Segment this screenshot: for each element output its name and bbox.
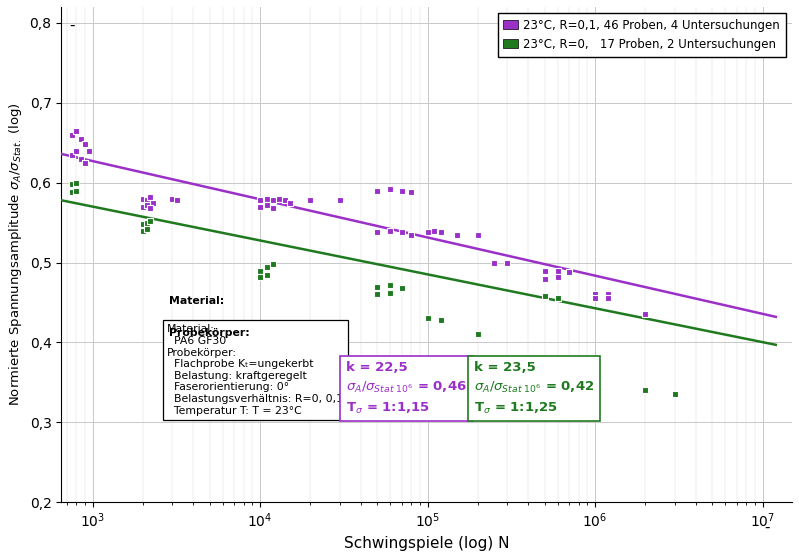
Point (74, 134, 87, 143)
Point (253, 202, 266, 211)
Point (260, 194, 273, 203)
Point (421, 314, 434, 323)
Text: k = 23,5
$\sigma_A/\sigma_{Stat\ 10^6}$ = 0,42
T$_\sigma$ = 1:1,25: k = 23,5 $\sigma_A/\sigma_{Stat\ 10^6}$ … (474, 362, 594, 416)
Point (471, 330, 484, 339)
Point (562, 268, 575, 277)
Point (669, 390, 682, 399)
Point (66, 188, 78, 197)
Point (171, 196, 184, 205)
Point (272, 194, 285, 203)
Point (334, 196, 347, 205)
Point (384, 185, 397, 194)
Point (371, 186, 384, 195)
Point (66, 150, 78, 159)
Point (551, 266, 564, 275)
Point (70, 178, 83, 187)
Point (137, 194, 149, 203)
Text: Material:
  PA6 GF30
Probekörper:
  Flachprobe Kₜ=ungekerbt
  Belastung: kraftge: Material: PA6 GF30 Probekörper: Flachpro… (167, 324, 344, 416)
Text: -: - (765, 520, 769, 535)
Point (396, 228, 408, 237)
Point (260, 262, 273, 271)
Point (66, 130, 78, 139)
Point (304, 196, 317, 205)
Point (260, 200, 273, 209)
Point (488, 258, 501, 267)
Point (140, 196, 153, 205)
Point (70, 126, 83, 135)
Point (501, 258, 514, 267)
Point (70, 146, 83, 155)
Point (639, 310, 652, 319)
Point (602, 290, 614, 299)
X-axis label: Schwingspiele (log) N: Schwingspiele (log) N (344, 536, 510, 551)
Point (602, 294, 614, 303)
Point (66, 180, 78, 189)
Point (140, 224, 153, 233)
Point (371, 282, 384, 291)
Legend: 23°C, R=0,1, 46 Proben, 4 Untersuchungen, 23°C, R=0,   17 Proben, 2 Untersuchung: 23°C, R=0,1, 46 Proben, 4 Untersuchungen… (498, 13, 786, 56)
Point (405, 188, 418, 197)
Point (137, 226, 149, 235)
Point (140, 200, 153, 209)
Point (371, 290, 384, 299)
Point (589, 290, 602, 299)
Point (82, 146, 95, 155)
Point (147, 198, 160, 207)
Point (384, 281, 397, 290)
Point (539, 266, 551, 275)
Point (639, 386, 652, 395)
Point (421, 228, 434, 237)
Text: Material:: Material: (169, 296, 225, 306)
Point (539, 292, 551, 301)
Point (471, 230, 484, 239)
Point (144, 204, 157, 213)
Point (428, 226, 441, 235)
Point (260, 270, 273, 279)
Point (253, 272, 266, 281)
Point (371, 228, 384, 237)
Text: Probekörper:: Probekörper: (169, 328, 250, 338)
Point (70, 186, 83, 195)
Text: k = 22,5
$\sigma_A/\sigma_{Stat\ 10^6}$ = 0,46
T$_\sigma$ = 1:1,15: k = 22,5 $\sigma_A/\sigma_{Stat\ 10^6}$ … (346, 362, 467, 416)
Point (551, 272, 564, 281)
Point (144, 217, 157, 225)
Point (137, 202, 149, 211)
Point (283, 198, 296, 207)
Point (435, 228, 447, 237)
Point (253, 196, 266, 205)
Point (396, 283, 408, 292)
Point (405, 230, 418, 239)
Point (144, 193, 157, 201)
Point (384, 288, 397, 297)
Point (551, 294, 564, 303)
Text: -: - (70, 18, 74, 32)
Point (396, 186, 408, 195)
Point (267, 196, 280, 205)
Point (384, 226, 397, 235)
Point (267, 204, 280, 213)
Point (451, 230, 463, 239)
Point (137, 220, 149, 229)
Point (435, 316, 447, 325)
Point (253, 266, 266, 275)
Point (78, 158, 91, 167)
Point (267, 259, 280, 268)
Point (278, 196, 291, 205)
Y-axis label: Normierte Spannungsamplitude $\sigma_A/\sigma_{Stat.}$ (log): Normierte Spannungsamplitude $\sigma_A/\… (7, 103, 24, 406)
Point (78, 140, 91, 149)
Point (539, 274, 551, 283)
Point (140, 218, 153, 227)
Point (166, 194, 179, 203)
Point (74, 154, 87, 163)
Point (589, 294, 602, 303)
